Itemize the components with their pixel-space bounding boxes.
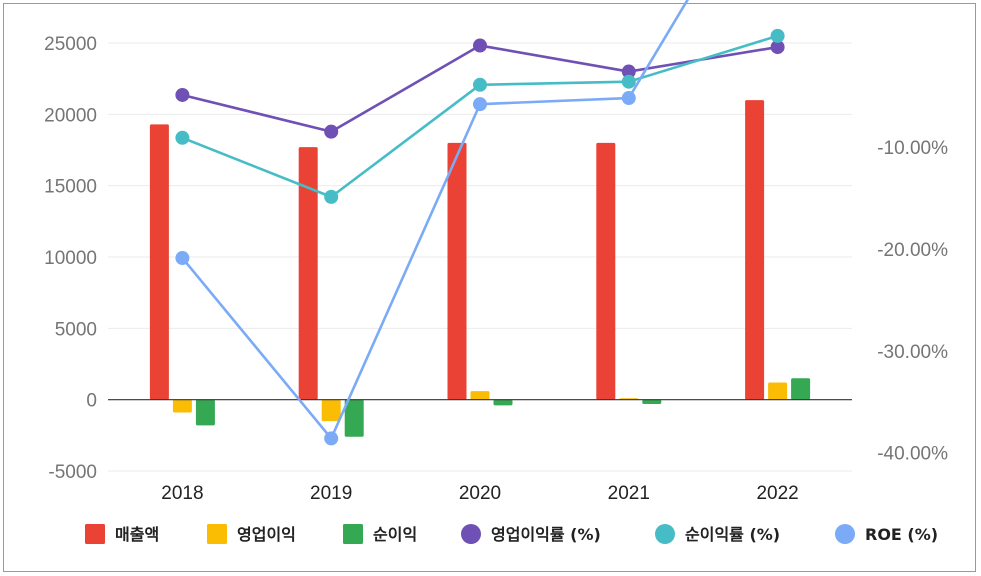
legend: 매출액 영업이익 순이익 영업이익률 (%) 순이익률 (%) ROE (%) <box>85 524 938 544</box>
y2-tick-label: -10.00% <box>877 138 948 159</box>
y-tick-label: 10000 <box>44 248 97 269</box>
lines-layer <box>175 0 785 446</box>
legend-swatch <box>461 524 481 544</box>
y2-tick-label: -40.00% <box>877 444 948 465</box>
data-point <box>324 431 339 446</box>
legend-label: ROE (%) <box>865 525 938 544</box>
right-axis: -40.00% -30.00% -20.00% -10.00% <box>877 138 948 465</box>
series-line <box>181 0 689 440</box>
legend-swatch <box>343 524 363 544</box>
bar <box>745 100 765 400</box>
bar <box>493 399 513 406</box>
legend-label: 순이익 <box>373 525 417 544</box>
x-tick-label: 2019 <box>310 483 352 504</box>
y-tick-label: 25000 <box>44 34 97 55</box>
bar <box>768 382 788 400</box>
bar <box>344 399 364 437</box>
data-point <box>621 91 636 106</box>
bar <box>172 399 192 413</box>
x-axis: 2018 2019 2020 2021 2022 <box>161 483 798 504</box>
y-tick-label: 0 <box>86 391 97 412</box>
data-point <box>473 77 487 92</box>
y2-tick-label: -20.00% <box>877 240 948 261</box>
legend-label: 순이익률 (%) <box>685 525 780 544</box>
y-tick-label: 20000 <box>44 105 97 126</box>
data-point <box>175 251 190 266</box>
data-point <box>175 130 190 145</box>
legend-label: 영업이익률 (%) <box>491 525 601 544</box>
legend-swatch <box>835 524 855 544</box>
y-tick-label: 5000 <box>55 319 97 340</box>
x-tick-label: 2018 <box>161 483 203 504</box>
data-point <box>473 38 487 53</box>
left-axis: -5000 0 5000 10000 15000 20000 25000 <box>44 34 97 483</box>
x-tick-label: 2021 <box>608 483 650 504</box>
bar <box>149 124 169 400</box>
y2-tick-label: -30.00% <box>877 342 948 363</box>
data-point <box>621 74 636 89</box>
legend-swatch <box>85 524 105 544</box>
bar <box>642 399 662 404</box>
y-tick-label: -5000 <box>48 462 97 483</box>
x-tick-label: 2022 <box>756 483 798 504</box>
data-point <box>324 124 339 139</box>
x-tick-label: 2020 <box>459 483 501 504</box>
y-tick-label: 15000 <box>44 177 97 198</box>
bar <box>447 142 467 400</box>
bar <box>596 142 616 400</box>
data-point <box>473 97 487 112</box>
data-point <box>324 189 339 204</box>
legend-swatch <box>207 524 227 544</box>
data-point <box>770 28 785 43</box>
bars-layer <box>149 100 811 437</box>
legend-label: 영업이익 <box>237 525 296 544</box>
bar <box>195 399 215 426</box>
legend-swatch <box>655 524 675 544</box>
data-point <box>621 64 636 79</box>
bar <box>298 147 318 400</box>
bar <box>470 391 490 400</box>
bar <box>791 378 811 400</box>
bar <box>321 399 341 422</box>
legend-label: 매출액 <box>115 525 159 544</box>
data-point <box>770 40 785 55</box>
data-point <box>175 87 190 102</box>
